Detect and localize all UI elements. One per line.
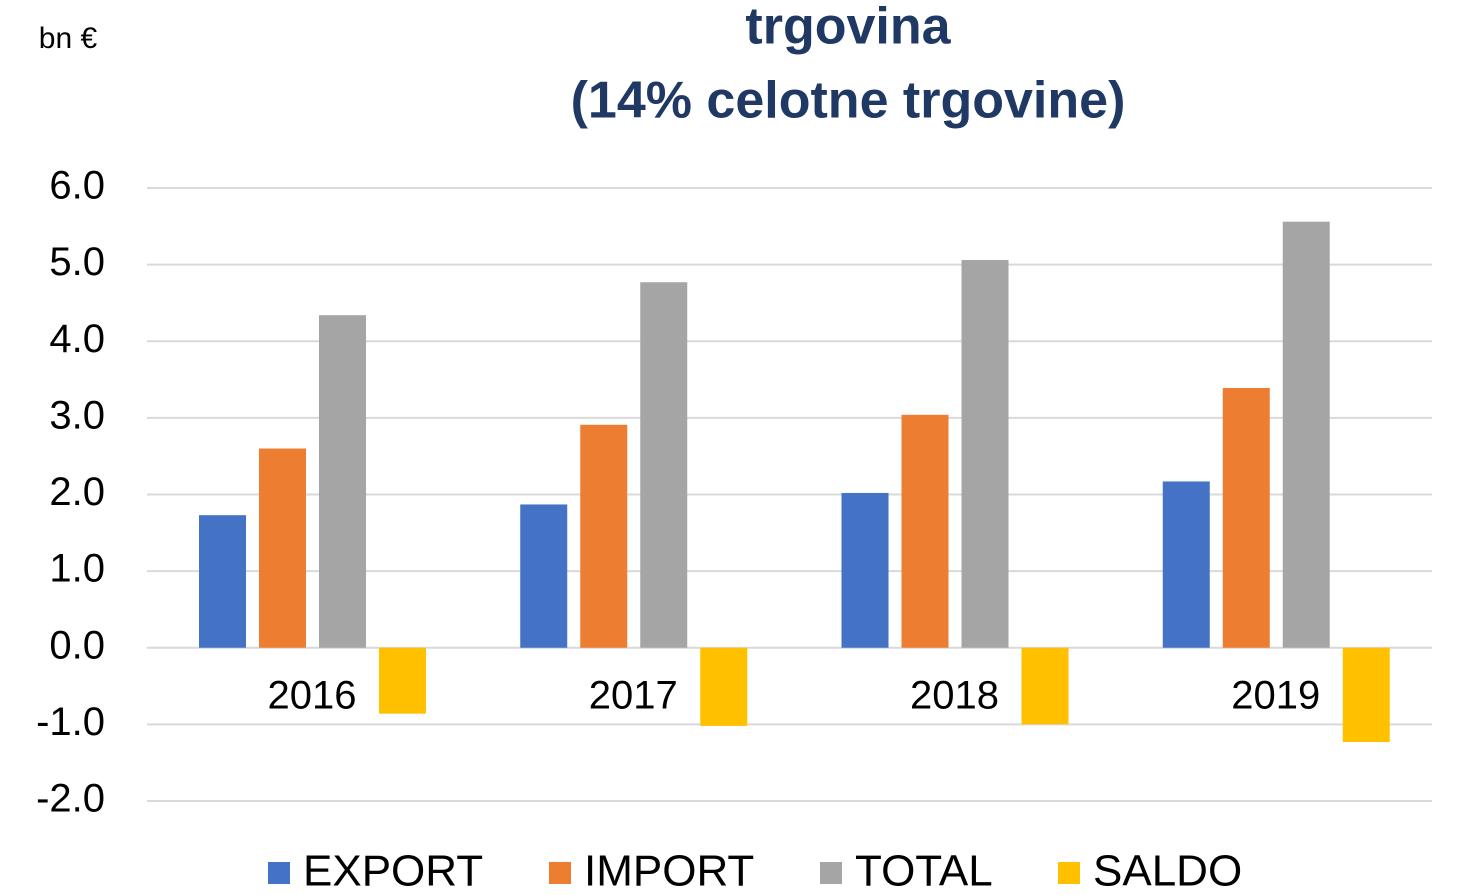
y-tick-label: 6.0 [49,164,105,208]
bar [580,424,628,648]
y-tick-label: 5.0 [49,240,105,284]
bar [319,315,366,648]
legend-label: TOTAL [855,847,993,895]
legend-label: EXPORT [303,847,483,895]
y-tick-label: -2.0 [36,777,105,821]
legend-label: SALDO [1093,847,1242,895]
unit-label: bn € [39,22,98,55]
legend-swatch [549,862,571,884]
chart-title: trgovina [745,0,951,56]
bar [199,515,246,648]
legend-swatch [1058,862,1080,884]
chart-title: (14% celotne trgovine) [571,72,1126,130]
x-tick-label: 2019 [1231,674,1320,718]
bar [520,504,568,648]
y-tick-label: 0.0 [49,623,105,667]
bar [379,647,426,714]
legend-swatch [268,862,290,884]
y-tick-label: 1.0 [49,547,105,591]
bar [901,414,949,648]
x-tick-label: 2018 [910,674,999,718]
y-tick-label: -1.0 [36,700,105,744]
y-tick-label: 3.0 [49,393,105,437]
x-tick-label: 2016 [268,674,357,718]
bar [961,260,1009,648]
bar [700,647,748,726]
bar [1021,647,1069,725]
bar [1342,647,1390,742]
bar [841,492,889,648]
bar [640,282,688,648]
bar [1162,481,1210,648]
x-tick-label: 2017 [589,674,678,718]
legend-label: IMPORT [584,847,754,895]
legend-swatch [820,862,842,884]
y-tick-label: 2.0 [49,470,105,514]
y-tick-label: 4.0 [49,317,105,361]
bar [259,448,306,648]
bar [1222,387,1270,648]
bar [1282,221,1330,648]
